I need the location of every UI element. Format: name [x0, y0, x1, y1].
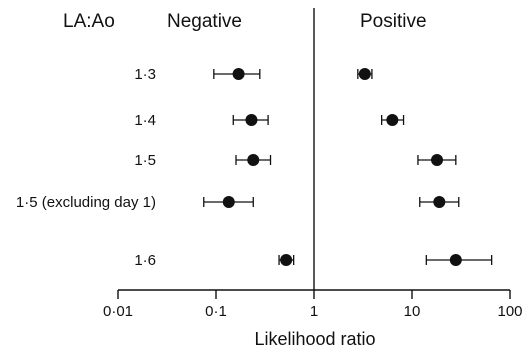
negative-point-4	[280, 254, 293, 266]
positive-point-0	[358, 68, 371, 80]
x-axis-ticks: 0·01 0·1 1 10 100	[103, 290, 523, 320]
positive-panel-label: Positive	[360, 11, 427, 32]
x-tick-label-4: 100	[497, 303, 522, 320]
negative-ci-0	[213, 68, 261, 80]
x-tick-label-2: 1	[310, 303, 318, 320]
positive-ci-0	[357, 68, 373, 80]
negative-panel-label: Negative	[167, 11, 242, 32]
positive-point-3	[433, 196, 446, 208]
row-label-0: 1·3	[134, 66, 156, 83]
row-label-4: 1·6	[134, 252, 156, 269]
row-label-3: 1·5 (excluding day 1)	[16, 194, 156, 211]
negative-ci-1	[232, 114, 269, 126]
negative-ci-2	[235, 154, 272, 166]
x-axis-label: Likelihood ratio	[254, 329, 375, 349]
positive-ci-3	[419, 196, 460, 208]
negative-point-3	[222, 196, 235, 208]
x-tick-label-0: 0·01	[103, 303, 133, 320]
positive-point-2	[431, 154, 444, 166]
row-label-2: 1·5	[134, 152, 156, 169]
x-tick-label-1: 0·1	[205, 303, 227, 320]
positive-ci-4	[425, 254, 493, 266]
negative-ci-4	[278, 254, 295, 266]
positive-ci-1	[380, 114, 405, 126]
negative-point-2	[247, 154, 260, 166]
negative-point-1	[245, 114, 258, 126]
negative-point-0	[232, 68, 245, 80]
negative-ci-3	[203, 196, 254, 208]
row-header: LA:Ao	[63, 11, 115, 32]
row-label-1: 1·4	[134, 112, 156, 129]
positive-point-4	[449, 254, 462, 266]
x-tick-label-3: 10	[404, 303, 421, 320]
positive-point-1	[386, 114, 399, 126]
positive-ci-2	[417, 154, 457, 166]
rows-group: 1·3 1·4 1·5 1·5 (excluding day 1) 1·6	[16, 66, 493, 269]
